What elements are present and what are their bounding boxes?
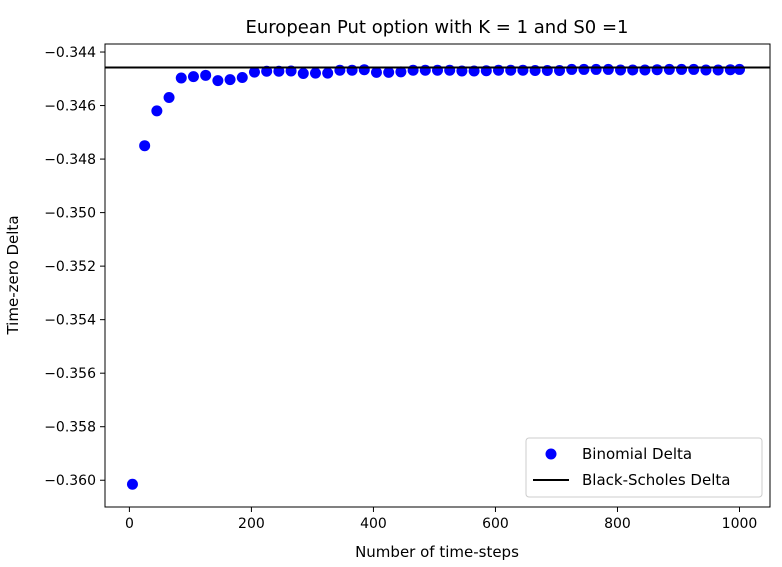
binomial-delta-point [163, 92, 175, 104]
binomial-delta-point [224, 74, 236, 86]
legend: Binomial Delta Black-Scholes Delta [525, 437, 763, 498]
binomial-delta-point [200, 69, 212, 81]
x-tick-label: 400 [360, 516, 387, 532]
axes-frame [104, 43, 771, 508]
binomial-delta-point [346, 64, 358, 76]
binomial-delta-point [395, 66, 407, 78]
binomial-delta-point [733, 63, 745, 75]
binomial-delta-point [334, 64, 346, 76]
binomial-delta-point [627, 64, 639, 76]
binomial-delta-point [139, 140, 151, 152]
binomial-delta-point [309, 67, 321, 79]
chart-title: European Put option with K = 1 and S0 =1 [246, 17, 629, 38]
binomial-delta-point [297, 67, 309, 79]
binomial-delta-point [590, 63, 602, 75]
y-tick-label: −0.354 [44, 313, 96, 329]
y-tick-label: −0.358 [44, 420, 96, 436]
binomial-delta-point [505, 64, 517, 76]
binomial-delta-point [248, 66, 260, 78]
binomial-delta-point [578, 63, 590, 75]
x-tick-label: 800 [604, 516, 631, 532]
binomial-delta-point [126, 478, 138, 490]
binomial-delta-point [663, 63, 675, 75]
binomial-delta-point [700, 64, 712, 76]
binomial-delta-point [566, 63, 578, 75]
legend-label-binomial: Binomial Delta [582, 445, 692, 463]
binomial-delta-point [419, 64, 431, 76]
legend-box [525, 437, 763, 498]
binomial-delta-point [175, 72, 187, 84]
legend-label-black-scholes: Black-Scholes Delta [582, 471, 730, 489]
x-tick-label: 600 [482, 516, 509, 532]
y-tick-label: −0.346 [44, 99, 96, 115]
x-axis-title: Number of time-steps [355, 543, 519, 561]
binomial-delta-point [151, 105, 163, 117]
x-tick-label: 0 [125, 516, 134, 532]
y-axis-title: Time-zero Delta [4, 215, 22, 335]
y-tick-label: −0.344 [44, 45, 96, 61]
binomial-delta-point [602, 63, 614, 75]
binomial-delta-point [493, 64, 505, 76]
binomial-delta-point [615, 64, 627, 76]
y-tick-label: −0.356 [44, 366, 96, 382]
y-tick-label: −0.360 [44, 473, 96, 489]
binomial-delta-point [712, 64, 724, 76]
binomial-delta-point [322, 67, 334, 79]
binomial-delta-point [444, 64, 456, 76]
y-tick-label: −0.348 [44, 152, 96, 168]
binomial-delta-point [370, 66, 382, 78]
binomial-delta-point [358, 64, 370, 76]
legend-marker-binomial [545, 448, 557, 460]
binomial-delta-point [432, 64, 443, 76]
x-tick-label: 200 [238, 516, 265, 532]
binomial-delta-point [517, 64, 529, 76]
axis-ticks: 0 200 400 600 800 1000 −0.344 −0.346 −0.348 −0.35… [44, 45, 757, 532]
binomial-delta-point [676, 63, 688, 75]
binomial-delta-point [639, 64, 651, 76]
plot-area [105, 63, 770, 490]
y-tick-label: −0.352 [44, 259, 96, 275]
binomial-delta-point [236, 71, 248, 83]
y-tick-label: −0.350 [44, 206, 96, 222]
binomial-delta-point [688, 63, 700, 75]
binomial-delta-point [212, 75, 224, 87]
x-tick-label: 1000 [722, 516, 758, 532]
binomial-delta-point [187, 71, 199, 83]
binomial-delta-point [383, 66, 395, 78]
binomial-delta-point [407, 64, 419, 76]
binomial-delta-point [651, 64, 663, 76]
